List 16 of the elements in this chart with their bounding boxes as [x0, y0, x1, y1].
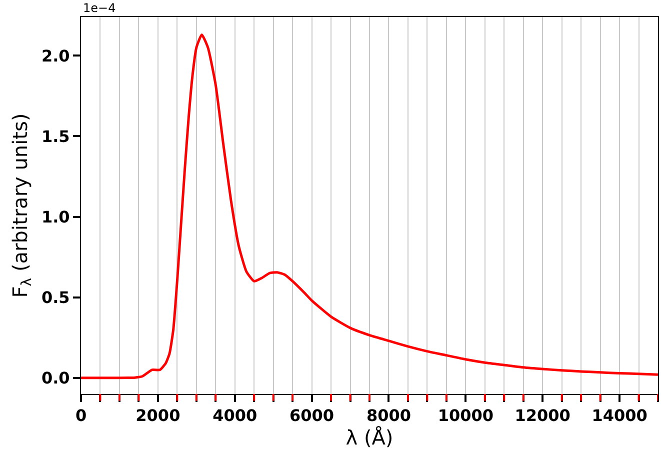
y-tick-label: 0.5: [41, 288, 70, 307]
x-tick-label: 14000: [592, 406, 648, 426]
line-series: [81, 33, 658, 380]
x-axis-title: λ (Å): [346, 426, 394, 450]
x-tick-label: 6000: [290, 406, 334, 426]
y-tick-label: 0.0: [41, 368, 70, 388]
x-tick-label: 4000: [212, 406, 258, 426]
y-tick-label: 1.5: [41, 126, 70, 146]
x-tick-label: 2000: [136, 406, 180, 426]
y-tick-label: 1.0: [41, 207, 70, 226]
x-tick-label: 0: [75, 406, 87, 426]
y-tick-label: 2.0: [41, 46, 70, 66]
x-tick-label: 8000: [366, 406, 411, 426]
x-tick-label: 10000: [438, 406, 494, 426]
x-tick-label: 12000: [514, 406, 570, 426]
text: 1e−4: [83, 1, 116, 15]
